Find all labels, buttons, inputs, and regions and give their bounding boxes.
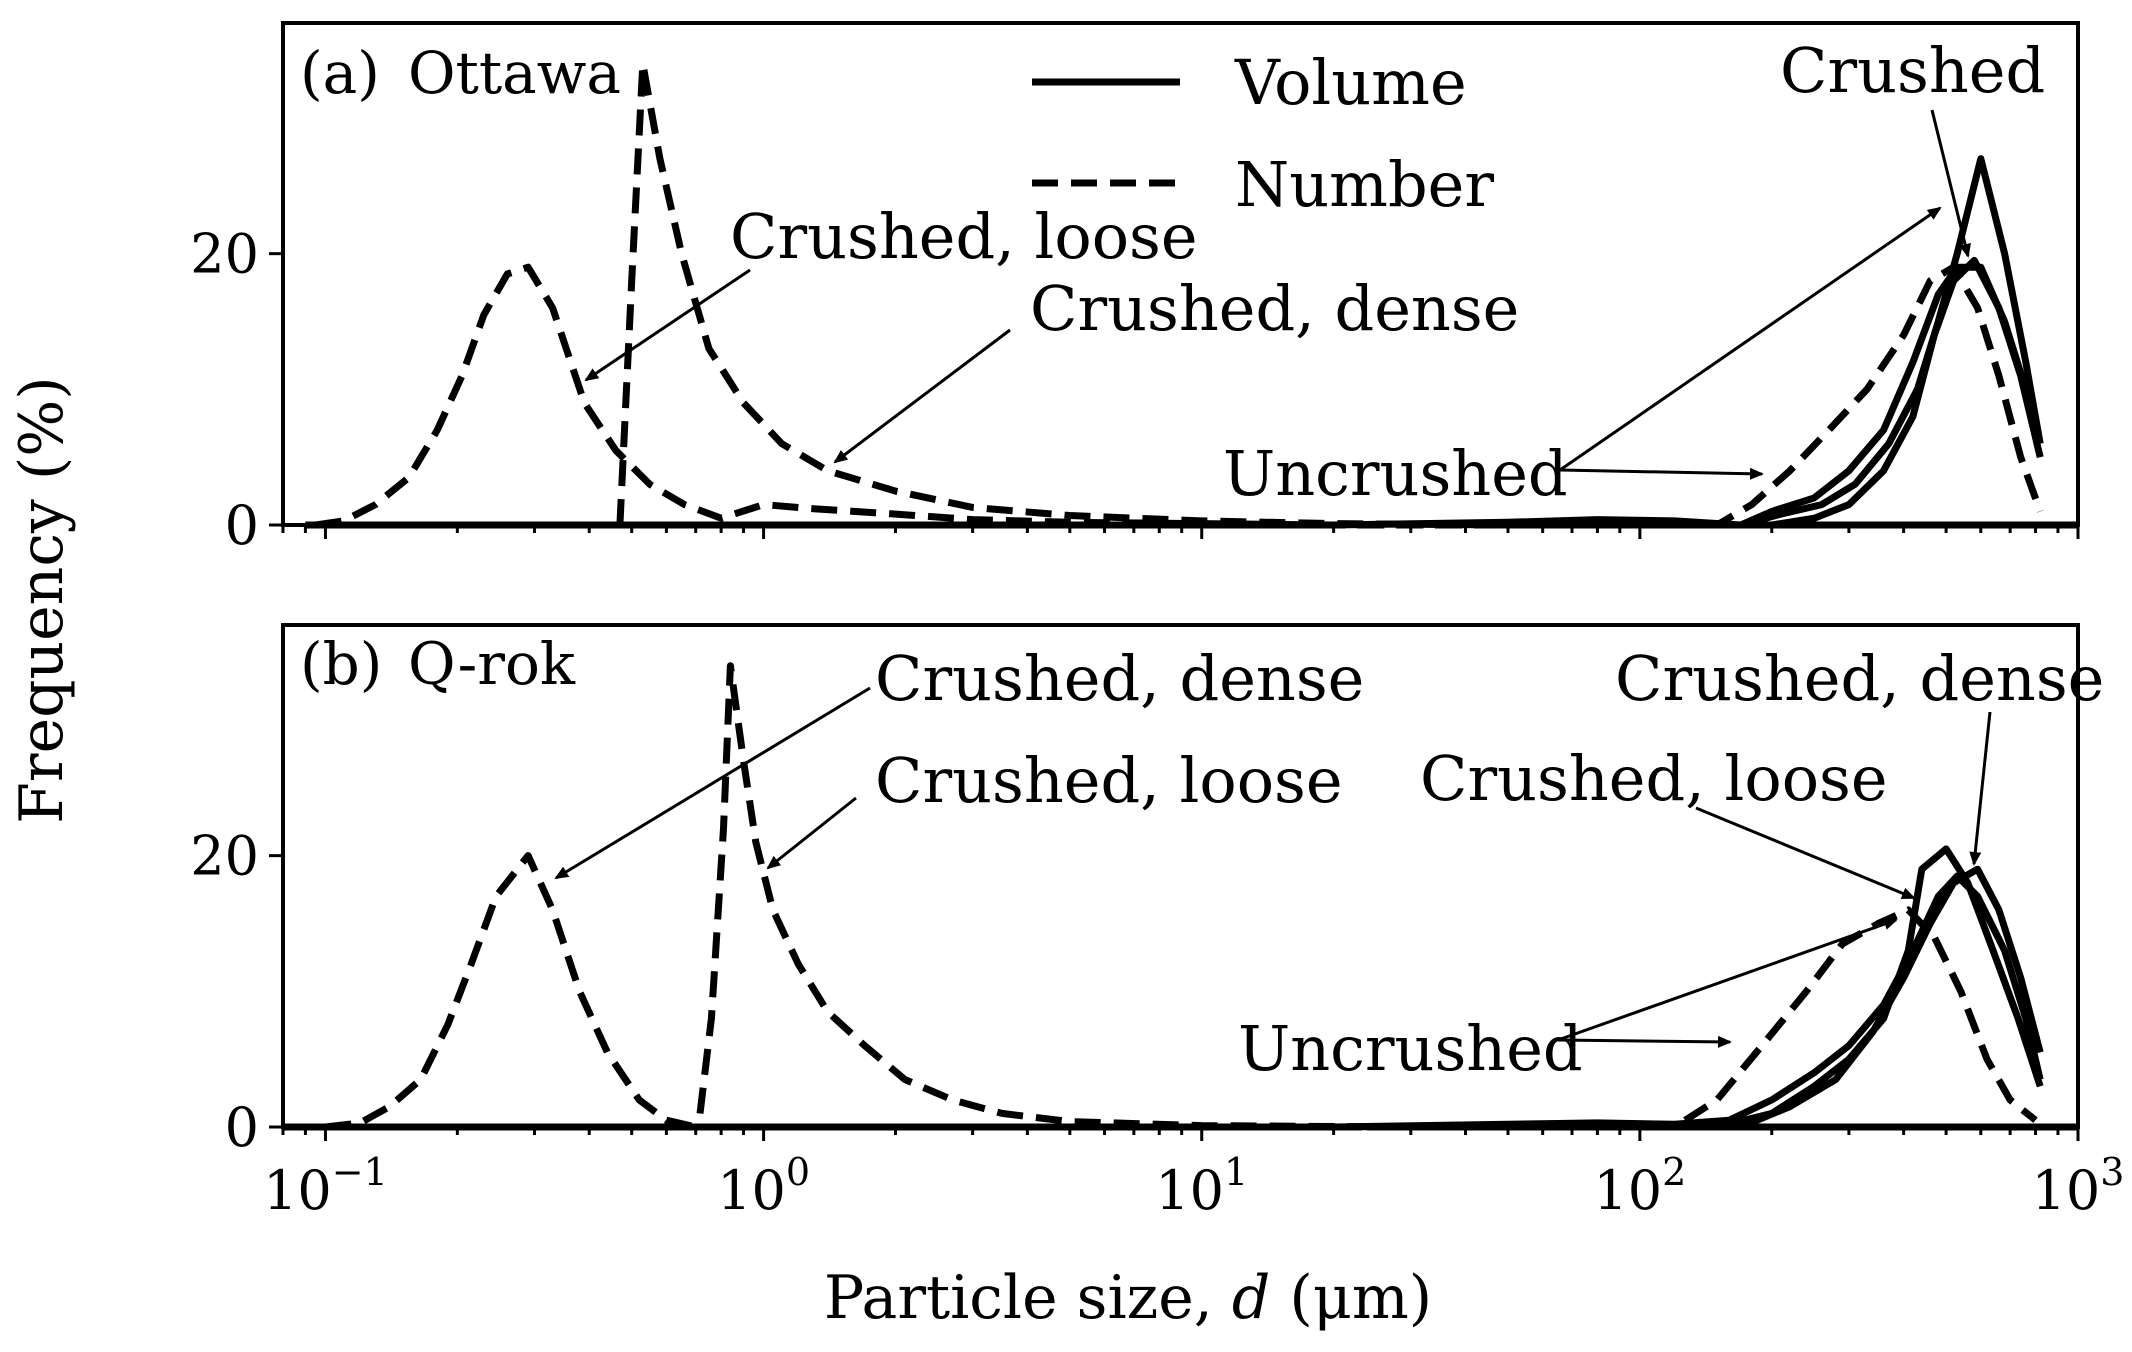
panel-a-material: Ottawa [408, 39, 621, 107]
panel-a-arrow-crushed [1930, 109, 1971, 258]
panel-a-annotation-crushed-loose: Crushed, loose [730, 200, 1198, 273]
panel-b-y-tick-label: 0 [225, 1096, 259, 1159]
panel-b-material: Q-rok [408, 630, 576, 698]
legend: Volume Number [1032, 46, 1494, 221]
panel-b-series-2-dashed [283, 906, 2038, 1131]
x-tick-label-exp: 0 [786, 1150, 810, 1194]
x-tick-label-exp: −1 [332, 1150, 388, 1194]
panel-b-arrow-uncrushed-2 [1557, 1035, 1732, 1048]
legend-volume-label: Volume [1234, 46, 1467, 119]
x-tick-label-base: 10 [263, 1159, 332, 1222]
panel-a-annotation-crushed-dense: Crushed, dense [1030, 272, 1519, 345]
legend-number-label: Number [1235, 148, 1494, 221]
panel-b-series-3-solid [283, 872, 2044, 1131]
panel-b-series-4-solid [1716, 845, 2044, 1131]
x-tick-label-base: 10 [1593, 1159, 1662, 1222]
x-axis-label: Particle size, d (μm) [824, 1263, 1432, 1333]
x-tick-label-base: 10 [2032, 1159, 2101, 1222]
panel-b-label: (b) [300, 630, 382, 698]
panel-a-annotation-crushed: Crushed [1780, 34, 2045, 107]
panel-a-y-tick-label: 20 [190, 223, 259, 286]
panel-a-arrow-crushed-dense [833, 328, 1011, 464]
panel-b-arrow-crushed-loose-left [766, 796, 857, 870]
panel-b-curves [283, 662, 2078, 1131]
panel-a-y-tick-label: 0 [225, 494, 259, 557]
panel-b-annotation-uncrushed: Uncrushed [1238, 1012, 1583, 1085]
panel-b-arrow-crushed-dense-right [1969, 711, 1992, 866]
panel-a-curves [305, 60, 2078, 529]
panel-a-series-5-solid [1771, 256, 2044, 529]
panel-b-arrow-crushed-dense-left [554, 686, 871, 880]
panel-b-annotation-crushed-loose-left: Crushed, loose [875, 744, 1343, 817]
y-axis-label: Frequency (%) [7, 376, 77, 823]
panel-b-series-0-dashed [325, 852, 2078, 1131]
panel-b-arrow-crushed-loose-right [1695, 806, 1916, 900]
x-tick-label-base: 10 [717, 1159, 786, 1222]
panel-b-series-5-solid [1739, 865, 2044, 1131]
x-tick-label-exp: 2 [1662, 1150, 1686, 1194]
panel-b-series-1-dashed [283, 662, 2078, 1131]
x-tick-label: 102 [1593, 1150, 1686, 1222]
panel-a-arrow-crushed-loose [584, 268, 751, 382]
x-tick-label-base: 10 [1155, 1159, 1224, 1222]
x-axis-label-prefix: Particle size, [824, 1263, 1232, 1333]
x-axis-label-unit: (μm) [1270, 1263, 1432, 1333]
x-tick-label: 103 [2032, 1150, 2125, 1222]
panel-b-annotation-crushed-dense-right: Crushed, dense [1615, 642, 2104, 715]
panel-b-annotation-crushed-loose-right: Crushed, loose [1420, 742, 1888, 815]
panel-a-label: (a) [300, 39, 380, 107]
x-tick-label: 10−1 [263, 1150, 388, 1222]
x-tick-label-exp: 3 [2100, 1150, 2124, 1194]
x-tick-label-exp: 1 [1224, 1150, 1248, 1194]
panel-a: 0 20 (a) Ottawa Volume Number Crushed, lo… [190, 21, 2080, 557]
x-axis-label-var: d [1232, 1263, 1270, 1333]
panel-a-annotation-uncrushed: Uncrushed [1223, 437, 1568, 510]
x-tick-label: 101 [1155, 1150, 1248, 1222]
panel-a-arrow-uncrushed-1 [1559, 206, 1942, 472]
panel-b-arrow-uncrushed-1 [1557, 918, 1898, 1042]
panel-b-annotation-crushed-dense-left: Crushed, dense [875, 642, 1364, 715]
panel-a-frame [281, 21, 2080, 527]
panel-a-arrow-uncrushed-2 [1559, 467, 1764, 480]
panel-a-series-0-dashed [315, 263, 2078, 529]
panel-b-frame [281, 623, 2080, 1129]
panel-b-y-tick-label: 20 [190, 825, 259, 888]
x-tick-label: 100 [717, 1150, 810, 1222]
